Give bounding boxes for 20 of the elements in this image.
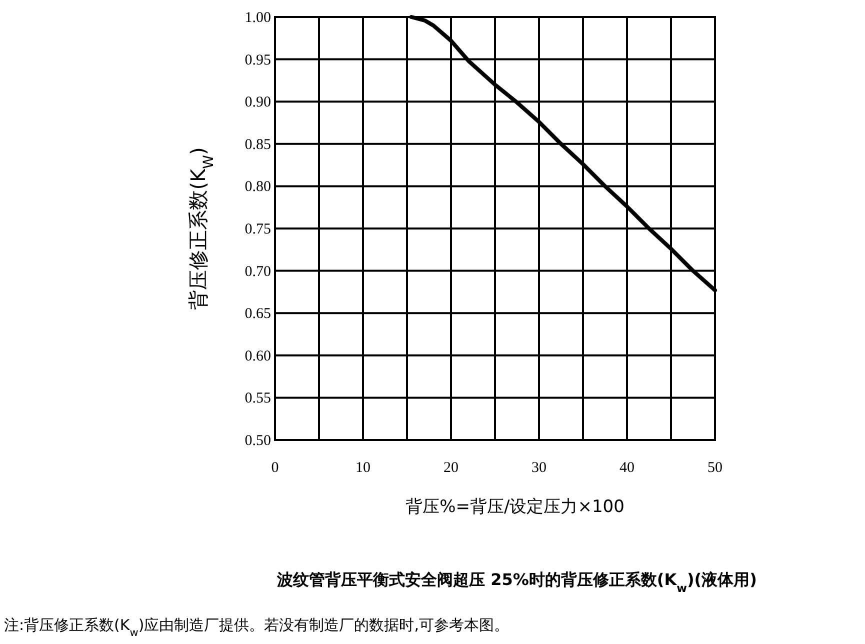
y-tick-label: 0.75 xyxy=(244,222,271,238)
x-tick-label: 40 xyxy=(620,460,634,476)
x-tick-label: 0 xyxy=(271,460,279,476)
y-tick-label: 0.65 xyxy=(244,306,271,322)
y-tick-label: 0.50 xyxy=(244,433,271,449)
x-tick-label: 10 xyxy=(356,460,370,476)
y-tick-label: 1.00 xyxy=(244,10,271,26)
text: 注:背压修正系数(K$_{w}$)应由制造厂提供。若没有制造厂的数据时,可参考本图。 xyxy=(4,616,509,639)
y-tick-label: 0.85 xyxy=(244,136,271,153)
x-tick-label: 20 xyxy=(444,460,458,476)
y-tick-label: 0.70 xyxy=(244,264,271,280)
y-tick-label: 0.55 xyxy=(244,390,271,407)
text: 波纹管背压平衡式安全阀超压 25%时的背压修正系数(K$_{w}$)(液体用) xyxy=(276,570,757,594)
y-tick-label: 0.95 xyxy=(244,52,271,68)
x-axis-title: 背压%=背压/设定压力×100 xyxy=(406,497,624,517)
y-tick-label: 0.80 xyxy=(244,179,271,196)
y-tick-label: 0.90 xyxy=(244,94,271,111)
y-tick-label: 0.60 xyxy=(244,348,271,364)
x-tick-label: 50 xyxy=(708,460,722,476)
x-tick-label: 30 xyxy=(532,460,546,476)
